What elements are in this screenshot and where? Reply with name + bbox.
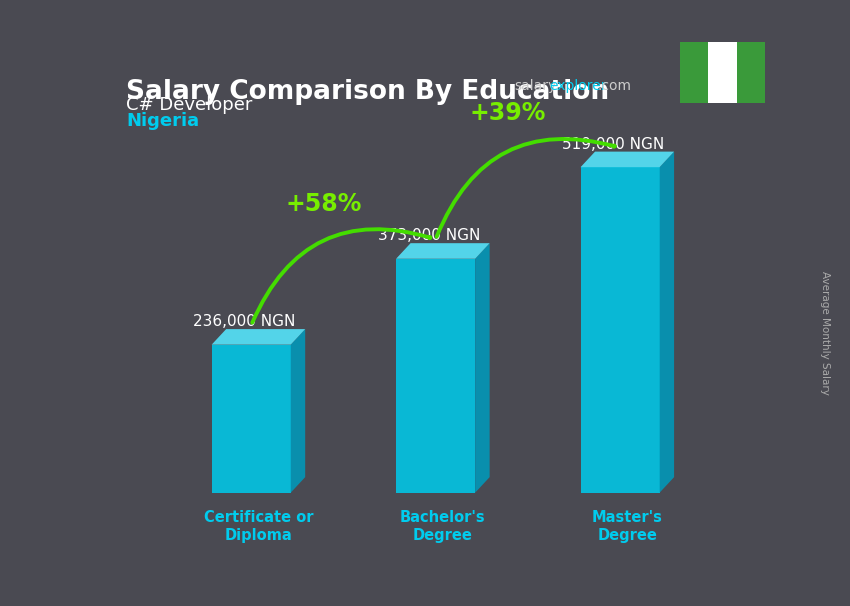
- Text: Salary Comparison By Education: Salary Comparison By Education: [126, 79, 609, 105]
- Text: 373,000 NGN: 373,000 NGN: [378, 228, 480, 243]
- FancyArrowPatch shape: [252, 229, 430, 322]
- Polygon shape: [212, 345, 291, 493]
- Polygon shape: [212, 329, 305, 345]
- Polygon shape: [396, 243, 490, 259]
- Polygon shape: [291, 329, 305, 493]
- Text: +39%: +39%: [470, 101, 547, 125]
- Text: salary: salary: [514, 79, 557, 93]
- Polygon shape: [737, 42, 765, 103]
- Text: Nigeria: Nigeria: [126, 112, 199, 130]
- Text: Average Monthly Salary: Average Monthly Salary: [819, 271, 830, 395]
- Text: +58%: +58%: [286, 192, 362, 216]
- Text: explorer: explorer: [549, 79, 606, 93]
- Polygon shape: [708, 42, 737, 103]
- Text: 519,000 NGN: 519,000 NGN: [563, 136, 665, 152]
- Polygon shape: [581, 152, 674, 167]
- Polygon shape: [475, 243, 490, 493]
- Text: Certificate or
Diploma: Certificate or Diploma: [204, 510, 313, 542]
- FancyArrowPatch shape: [437, 139, 615, 237]
- Polygon shape: [581, 167, 660, 493]
- Polygon shape: [396, 259, 475, 493]
- Text: Bachelor's
Degree: Bachelor's Degree: [400, 510, 485, 542]
- Polygon shape: [680, 42, 708, 103]
- Text: C# Developer: C# Developer: [126, 96, 252, 114]
- Text: .com: .com: [597, 79, 631, 93]
- Text: 236,000 NGN: 236,000 NGN: [194, 314, 296, 329]
- Polygon shape: [660, 152, 674, 493]
- Text: Master's
Degree: Master's Degree: [592, 510, 663, 542]
